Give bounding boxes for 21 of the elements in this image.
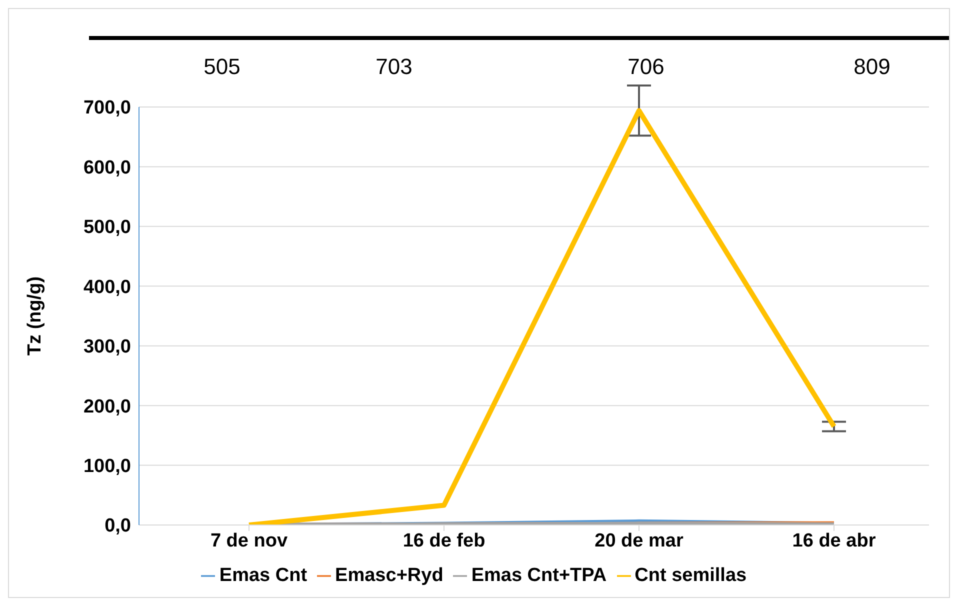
y-tick-label: 600,0	[83, 157, 131, 178]
text: 703	[374, 54, 414, 80]
legend-label: Emas Cnt+TPA	[471, 565, 607, 586]
y-tick-label: 700,0	[83, 98, 131, 119]
legend-label: Emasc+Ryd	[335, 565, 444, 586]
x-tick-label: 16 de feb	[402, 530, 486, 552]
y-tick-label: 300,0	[83, 336, 131, 358]
x-tick-label: 7 de nov	[210, 530, 288, 552]
text: 809	[852, 54, 892, 80]
y-tick-label: 500,0	[83, 217, 131, 238]
y-tick-label: 100,0	[83, 456, 131, 478]
y-tick-label: 400,0	[83, 276, 131, 298]
text: 505	[202, 54, 242, 80]
y-tick-label: 200,0	[83, 396, 131, 418]
legend-label: Emas Cnt	[219, 565, 308, 586]
y-axis-title: Tz (ng/g)	[24, 276, 46, 356]
y-tick-label: 0,0	[104, 516, 131, 537]
x-tick-label: 20 de mar	[594, 530, 684, 552]
legend-label: Cnt semillas	[634, 565, 747, 586]
text: 706	[626, 54, 666, 80]
x-tick-label: 16 de abr	[792, 530, 876, 552]
